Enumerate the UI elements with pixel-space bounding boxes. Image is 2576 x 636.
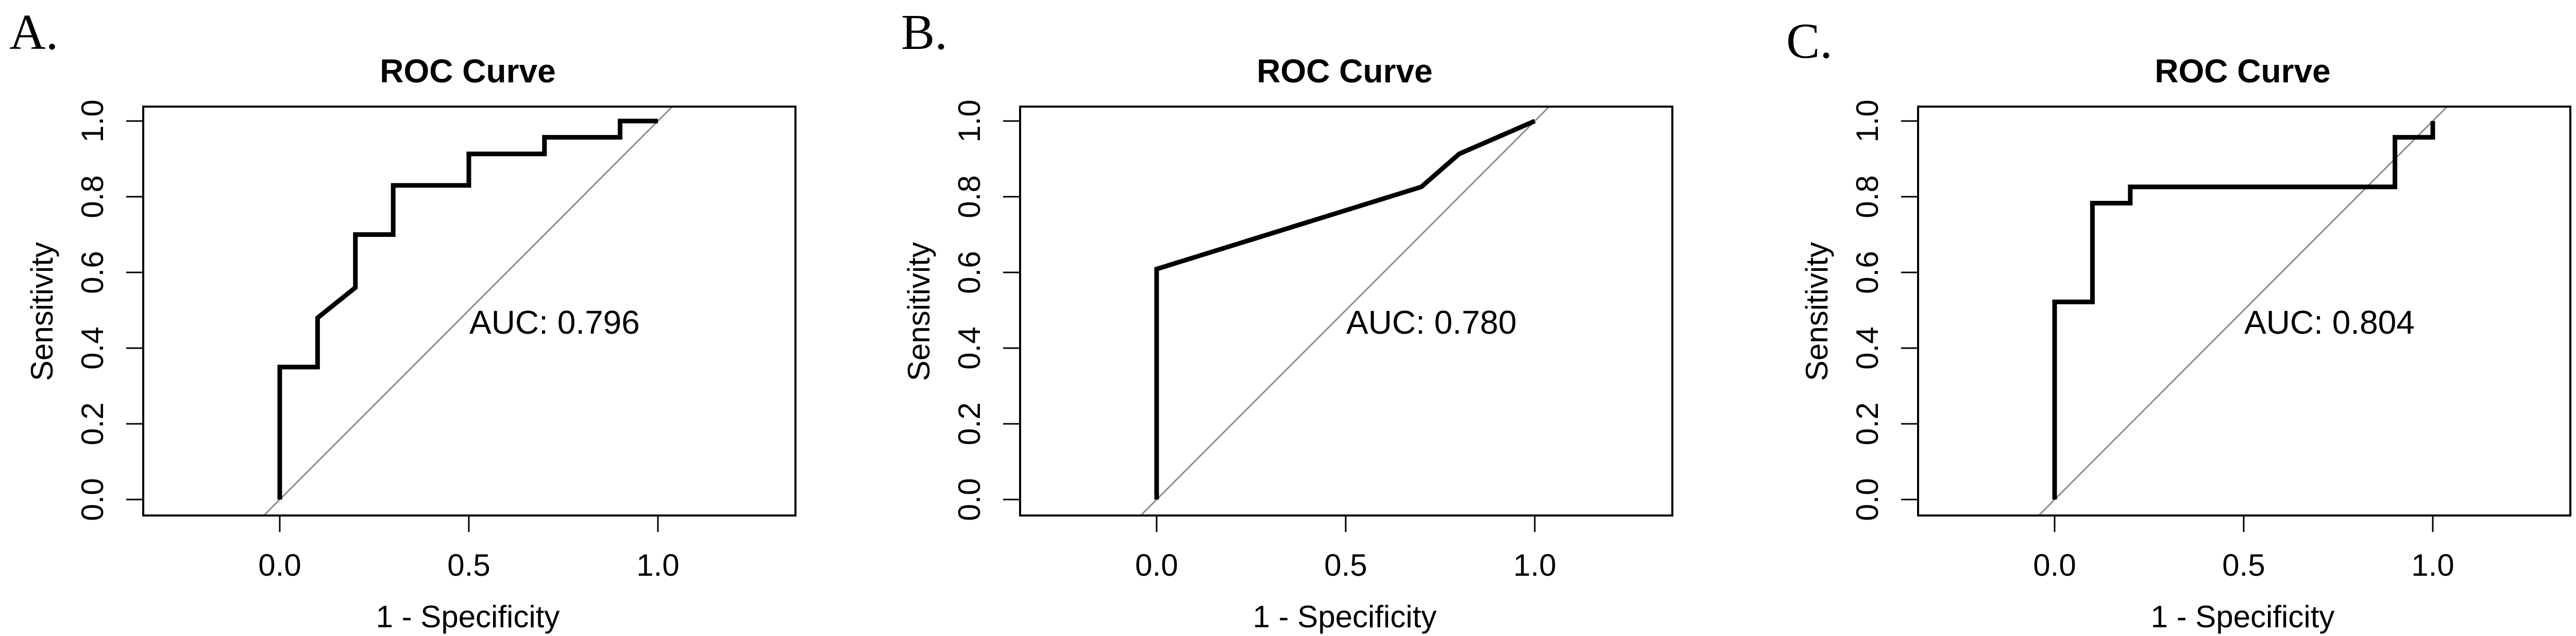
roc-panel-3: C. ROC Curve 0.0 0.5 1.0 0.0 0.2 0.4 0.6 0.8 1.0 1 …: [1786, 13, 2571, 634]
y-tick-label: 1.0: [1850, 99, 1885, 142]
auc-annotation: AUC: 0.796: [469, 304, 640, 341]
y-axis-label: Sensitivity: [1800, 242, 1834, 381]
y-tick-label: 0.6: [75, 251, 110, 294]
y-tick-label: 0.8: [1850, 175, 1885, 218]
chart-title: ROC Curve: [1257, 53, 1432, 90]
y-tick-label: 0.2: [1850, 402, 1885, 445]
roc-curve-line: [1154, 118, 1536, 500]
auc-annotation: AUC: 0.804: [2244, 304, 2415, 341]
auc-annotation: AUC: 0.780: [1346, 304, 1517, 341]
x-axis-label: 1 - Specificity: [1253, 599, 1437, 634]
x-tick-label: 1.0: [1513, 548, 1556, 582]
roc-curve-line: [277, 118, 658, 500]
reference-diagonal-line: [1141, 105, 1551, 515]
panel-label: C.: [1786, 13, 1833, 69]
x-tick-label: 0.5: [2222, 548, 2265, 582]
x-axis-label: 1 - Specificity: [2151, 599, 2335, 634]
y-tick-label: 0.0: [952, 478, 987, 521]
y-tick-label: 0.6: [952, 251, 987, 294]
x-tick-label: 0.0: [1135, 548, 1178, 582]
x-axis-label: 1 - Specificity: [376, 599, 560, 634]
y-tick-label: 0.8: [75, 175, 110, 218]
reference-diagonal-line: [2039, 105, 2449, 515]
chart-title: ROC Curve: [2155, 53, 2330, 90]
y-tick-label: 0.0: [75, 478, 110, 521]
x-tick-label: 0.5: [1324, 548, 1367, 582]
y-tick-label: 0.4: [1850, 326, 1885, 369]
reference-diagonal-line: [264, 105, 674, 515]
x-tick-label: 0.0: [258, 548, 301, 582]
y-tick-label: 0.4: [75, 326, 110, 369]
y-tick-label: 0.8: [952, 175, 987, 218]
roc-panel-2: B. ROC Curve 0.0 0.5 1.0 0.0 0.2 0.4 0.6 0.8 1.0 1 …: [901, 5, 1673, 634]
y-axis-label: Sensitivity: [25, 242, 59, 381]
x-tick-label: 1.0: [2411, 548, 2454, 582]
y-tick-label: 1.0: [952, 99, 987, 142]
y-tick-label: 0.2: [75, 402, 110, 445]
x-tick-label: 1.0: [636, 548, 679, 582]
roc-curve-line: [2052, 121, 2435, 500]
x-tick-label: 0.5: [447, 548, 490, 582]
y-tick-label: 0.0: [1850, 478, 1885, 521]
x-tick-label: 0.0: [2033, 548, 2076, 582]
roc-panel-1: A. ROC Curve 0.0 0.5 1.0 0.0 0.2 0.4 0.6 0.8 1.0 1 …: [9, 5, 796, 634]
panel-label: A.: [9, 5, 58, 60]
y-tick-label: 0.2: [952, 402, 987, 445]
y-tick-label: 0.6: [1850, 251, 1885, 294]
chart-title: ROC Curve: [380, 53, 555, 90]
panel-label: B.: [901, 5, 947, 60]
y-tick-label: 1.0: [75, 99, 110, 142]
y-tick-label: 0.4: [952, 326, 987, 369]
y-axis-label: Sensitivity: [902, 242, 936, 381]
